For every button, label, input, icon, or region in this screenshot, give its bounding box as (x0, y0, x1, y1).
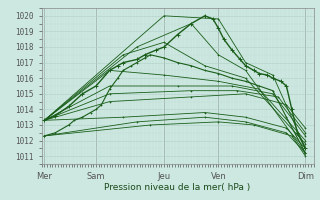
X-axis label: Pression niveau de la mer( hPa ): Pression niveau de la mer( hPa ) (104, 183, 251, 192)
